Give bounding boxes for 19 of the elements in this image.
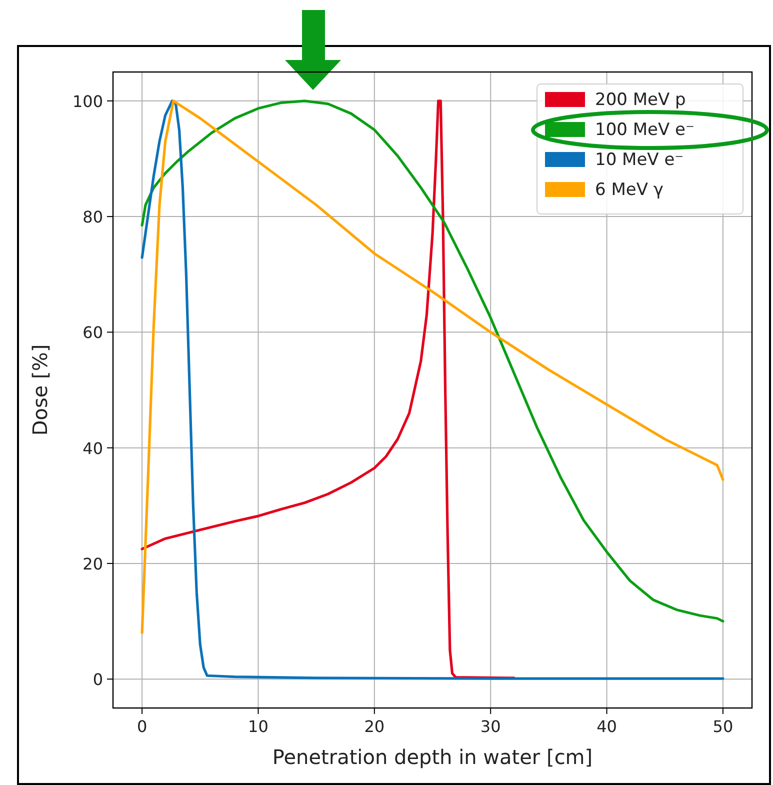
x-tick-label: 30 — [480, 717, 501, 736]
legend-label: 10 MeV e⁻ — [595, 150, 684, 170]
legend-label: 200 MeV p — [595, 90, 686, 110]
line-series — [140, 100, 516, 680]
y-tick-label: 40 — [82, 438, 103, 458]
x-tick-label: 0 — [136, 717, 148, 736]
y-axis-title: Dose [%] — [28, 344, 52, 436]
legend-label: 100 MeV e⁻ — [595, 120, 694, 140]
y-tick-label: 20 — [82, 554, 103, 574]
x-tick-label: 50 — [712, 717, 734, 736]
x-axis-title: Penetration depth in water [cm] — [272, 745, 593, 769]
y-tick-label: 100 — [72, 92, 103, 111]
x-tick-label: 40 — [596, 717, 617, 736]
x-tick-label: 10 — [248, 717, 268, 736]
y-tick-label: 80 — [82, 208, 103, 227]
y-tick-label: 60 — [82, 323, 103, 342]
x-tick-label: 20 — [364, 717, 385, 736]
legend-label: 6 MeV γ — [595, 180, 664, 200]
y-tick-label: 0 — [92, 670, 103, 690]
